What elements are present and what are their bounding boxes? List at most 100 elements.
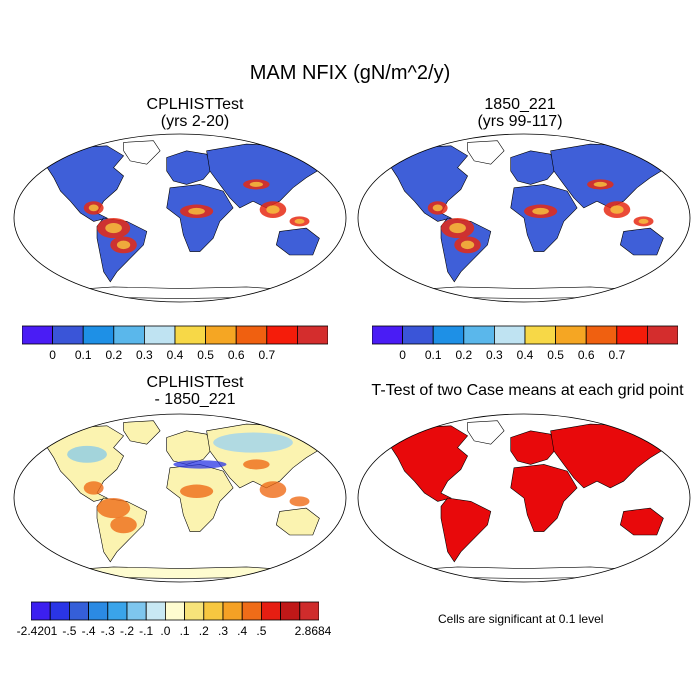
map-case2-group bbox=[357, 133, 691, 303]
colorbar-diff-label-7: .1 bbox=[179, 624, 190, 638]
map-ttest-land-australia bbox=[619, 507, 664, 536]
map-ttest-land-south-america bbox=[440, 497, 492, 563]
colorbar-diff-box-8 bbox=[184, 601, 205, 621]
colorbar-case2-label-3: 0.3 bbox=[486, 348, 503, 362]
panel-title-ttest-line1: T-Test of two Case means at each grid po… bbox=[371, 382, 684, 399]
colorbar-diff-label-9: .3 bbox=[217, 624, 229, 638]
colorbar-diff-label-0: -2.4201 bbox=[16, 624, 58, 638]
map-case1-hotspot-core-2 bbox=[188, 207, 205, 215]
map-case2-land-australia bbox=[619, 227, 664, 256]
colorbar-case1-box-5 bbox=[174, 325, 207, 345]
colorbar-case2-box-3 bbox=[463, 325, 495, 345]
colorbar-case1-label-2: 0.2 bbox=[105, 348, 123, 362]
colorbar-diff-box-13 bbox=[280, 601, 301, 621]
map-ttest-land-antarctica bbox=[407, 566, 641, 579]
map-case1-outline bbox=[13, 133, 347, 303]
map-diff-land-greenland bbox=[123, 420, 161, 445]
map-case1-hotspot-core-4 bbox=[249, 181, 263, 187]
colorbar-diff-label-12: 2.8684 bbox=[294, 624, 332, 638]
map-case2-land-africa bbox=[510, 184, 578, 252]
map-case2-hotspot-core-5 bbox=[638, 218, 649, 224]
map-case2-hotspot-core-2 bbox=[532, 207, 549, 215]
panel-title-case2: 1850_221 (yrs 99-117) bbox=[360, 96, 680, 130]
map-diff-hotspot-3 bbox=[259, 481, 287, 498]
map-case1-land-antarctica bbox=[63, 286, 297, 299]
map-ttest-outline bbox=[357, 413, 691, 583]
map-case2-land-antarctica bbox=[407, 286, 641, 299]
map-ttest-land-europe bbox=[510, 430, 558, 465]
map-case2-hotspot-core-6 bbox=[432, 204, 443, 212]
colorbar-case2-label-7: 0.7 bbox=[608, 348, 626, 362]
colorbar-case1-box-3 bbox=[113, 325, 145, 345]
colorbar-case2-box-2 bbox=[432, 325, 465, 345]
panel-title-case1-line2: (yrs 2-20) bbox=[160, 113, 230, 130]
colorbar-case2-label-1: 0.1 bbox=[424, 348, 442, 362]
colorbar-case2-label-0: 0 bbox=[399, 348, 406, 362]
colorbar-diff-label-10: .4 bbox=[237, 624, 248, 638]
colorbar-case1-label-7: 0.7 bbox=[258, 348, 276, 362]
colorbar-case2-label-6: 0.6 bbox=[577, 348, 595, 362]
map-diff-neg-na bbox=[67, 445, 107, 463]
colorbar-case2-box-5 bbox=[524, 325, 557, 345]
colorbar-diff-box-2 bbox=[69, 601, 90, 621]
colorbar-diff-label-6: .0 bbox=[160, 624, 171, 638]
ttest-note: Cells are significant at 0.1 level bbox=[438, 612, 604, 626]
map-case1-land-africa bbox=[166, 184, 234, 252]
figure-title: MAM NFIX (gN/m^2/y) bbox=[249, 62, 451, 84]
colorbar-diff-box-14 bbox=[299, 601, 319, 621]
panel-title-case1-line1: CPLHISTTest bbox=[146, 96, 244, 113]
map-case1-hotspot-core-3 bbox=[266, 205, 280, 214]
panel-title-diff-line1: CPLHISTTest bbox=[146, 374, 244, 391]
map-case1-hotspot-core-1 bbox=[116, 240, 131, 250]
colorbar-case1-label-0: 0 bbox=[49, 348, 56, 362]
colorbar-diff-box-9 bbox=[203, 601, 224, 621]
colorbar-case2-label-5: 0.5 bbox=[547, 348, 564, 362]
map-case1-hotspot-core-5 bbox=[294, 218, 305, 224]
colorbar-diff-box-5 bbox=[126, 601, 147, 621]
map-diff-outline bbox=[13, 413, 347, 583]
colorbar-diff-label-8: .2 bbox=[198, 624, 209, 638]
panel-title-case2-line1: 1850_221 bbox=[484, 96, 556, 113]
colorbar-case2-box-7 bbox=[585, 325, 618, 345]
colorbar-case2-box-8 bbox=[616, 325, 648, 345]
map-diff-land-africa bbox=[166, 464, 234, 532]
colorbar-case1-label-3: 0.3 bbox=[136, 348, 153, 362]
map-case2-land-greenland bbox=[467, 140, 505, 165]
map-case2-land-europe bbox=[510, 150, 558, 185]
map-diff-neg-siberia bbox=[213, 432, 293, 453]
map-diff-group bbox=[13, 413, 347, 583]
colorbar-case1-label-5: 0.5 bbox=[197, 348, 214, 362]
colorbar-case1-box-1 bbox=[52, 325, 84, 345]
colorbar-diff-label-11: .5 bbox=[256, 624, 267, 638]
map-case2-hotspot-core-4 bbox=[593, 181, 607, 187]
map-diff-hotspot-1 bbox=[110, 516, 137, 534]
panel-title-case1: CPLHISTTest (yrs 2-20) bbox=[35, 96, 355, 130]
map-ttest-land-north-america bbox=[384, 425, 469, 502]
map-case2-hotspot-core-3 bbox=[610, 205, 624, 214]
colorbar-diff-box-10 bbox=[222, 601, 243, 621]
colorbar-diff bbox=[31, 601, 319, 621]
colorbar-diff-box-7 bbox=[164, 601, 185, 621]
panel-title-case2-line2: (yrs 99-117) bbox=[477, 113, 563, 130]
map-case1-hotspot-core-0 bbox=[105, 223, 122, 234]
colorbar-case2-box-1 bbox=[402, 325, 434, 345]
colorbar-case1-label-1: 0.1 bbox=[74, 348, 92, 362]
map-ttest-land-greenland bbox=[467, 420, 505, 445]
colorbar-case1-box-7 bbox=[235, 325, 268, 345]
colorbar-case2-label-4: 0.4 bbox=[516, 348, 534, 362]
colorbar-case2 bbox=[372, 325, 678, 345]
map-case2-body bbox=[358, 134, 690, 302]
colorbar-diff-box-11 bbox=[241, 601, 262, 621]
colorbar-diff-box-12 bbox=[260, 601, 281, 621]
map-case1-land-europe bbox=[166, 150, 214, 185]
colorbar-case2-box-0 bbox=[372, 325, 404, 345]
panel-title-ttest: T-Test of two Case means at each grid po… bbox=[355, 382, 700, 399]
colorbar-case1-box-6 bbox=[205, 325, 237, 345]
colorbar-diff-box-1 bbox=[49, 601, 70, 621]
map-diff-hotspot-5 bbox=[289, 496, 310, 507]
panel-title-diff: CPLHISTTest - 1850_221 bbox=[35, 374, 355, 408]
map-diff-body bbox=[14, 414, 346, 582]
map-diff-land-antarctica bbox=[63, 566, 297, 579]
map-ttest-land-africa bbox=[510, 464, 578, 532]
